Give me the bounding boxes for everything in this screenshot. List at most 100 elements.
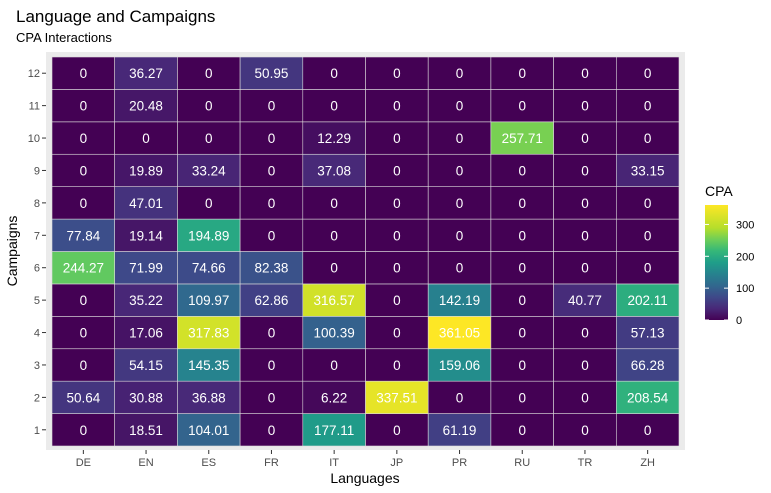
cell-value-label: 6.22 [321, 390, 347, 405]
cell-value-label: 0 [456, 66, 464, 81]
heatmap-cell [427, 89, 492, 123]
heatmap-cell [365, 251, 429, 285]
cell-value-label: 0 [330, 99, 338, 114]
heatmap-cell [177, 121, 241, 155]
heatmap-cell [490, 89, 554, 123]
heatmap-cell [365, 153, 429, 187]
x-axis: DE EN ES FR IT JP PR RU TR ZH [76, 450, 655, 469]
cell-value-label: 0 [205, 66, 213, 81]
heatmap-cell [553, 380, 617, 414]
heatmap-cell [177, 413, 241, 447]
cell-value-label: 337.51 [376, 390, 417, 405]
cell-value-label: 0 [268, 358, 276, 373]
cell-value-label: 18.51 [129, 423, 163, 438]
heatmap-cell [239, 56, 304, 90]
cell-value-label: 0 [456, 261, 464, 276]
heatmap-cell [51, 380, 116, 414]
y-tick-label: 3 [34, 360, 40, 372]
heatmap-cell [615, 251, 680, 285]
cell-value-label: 0 [581, 66, 589, 81]
heatmap-cell [114, 283, 178, 317]
cell-value-label: 0 [393, 66, 401, 81]
heatmap-cell [302, 251, 366, 285]
legend-colorbar [705, 205, 728, 320]
cell-value-label: 0 [330, 228, 338, 243]
heatmap-cell [177, 89, 241, 123]
cell-value-label: 0 [330, 196, 338, 211]
x-tick-label: ES [201, 457, 216, 469]
cell-value-label: 19.14 [129, 228, 163, 243]
cell-value-label: 0 [80, 423, 88, 438]
heatmap-cell [365, 56, 429, 90]
heatmap-cell [51, 89, 116, 123]
heatmap-cell [302, 56, 366, 90]
cell-value-label: 0 [581, 358, 589, 373]
heatmap-cell [177, 218, 241, 252]
cell-value-label: 0 [518, 66, 526, 81]
heatmap-cell [427, 316, 492, 350]
cell-value-label: 0 [644, 196, 652, 211]
cell-value-label: 0 [268, 326, 276, 341]
heatmap-cell [365, 186, 429, 220]
cell-value-label: 0 [518, 228, 526, 243]
heatmap-cell [553, 218, 617, 252]
cell-value-label: 0 [393, 293, 401, 308]
cell-value-label: 104.01 [188, 423, 229, 438]
heatmap-cell [177, 316, 241, 350]
cell-value-label: 0 [644, 99, 652, 114]
legend-tick-label: 200 [736, 251, 754, 263]
x-tick-label: PR [452, 457, 467, 469]
cell-value-label: 57.13 [631, 326, 665, 341]
cell-value-label: 0 [644, 131, 652, 146]
cell-value-label: 257.71 [502, 131, 543, 146]
cell-value-label: 0 [80, 196, 88, 211]
cell-value-label: 177.11 [314, 423, 354, 438]
heatmap-cell [239, 283, 304, 317]
cell-value-label: 0 [268, 131, 276, 146]
y-tick-label: 11 [29, 101, 40, 113]
cell-value-label: 0 [518, 99, 526, 114]
cell-value-label: 0 [456, 163, 464, 178]
cell-value-label: 0 [393, 228, 401, 243]
x-axis-title: Languages [330, 470, 399, 486]
y-tick-label: 6 [34, 263, 40, 275]
cell-value-label: 0 [581, 261, 589, 276]
heatmap-cell [51, 121, 116, 155]
y-tick-label: 7 [34, 230, 40, 242]
cell-value-label: 0 [581, 390, 589, 405]
y-tick-label: 5 [34, 295, 40, 307]
y-tick-label: 2 [34, 392, 40, 404]
cell-value-label: 0 [393, 131, 401, 146]
heatmap-cell [365, 121, 429, 155]
chart-title: Language and Campaigns [16, 7, 215, 26]
cell-value-label: 0 [80, 358, 88, 373]
x-tick-label: DE [76, 457, 91, 469]
heatmap-cell [365, 348, 429, 382]
heatmap-cell [427, 413, 492, 447]
y-tick-label: 12 [28, 68, 40, 80]
y-axis-title: Campaigns [4, 216, 20, 287]
cell-value-label: 0 [268, 196, 276, 211]
cell-value-label: 0 [393, 423, 401, 438]
cell-value-label: 0 [393, 358, 401, 373]
heatmap-cell [615, 316, 680, 350]
cell-value-label: 0 [581, 131, 589, 146]
cell-value-label: 66.28 [631, 358, 665, 373]
cell-value-label: 0 [581, 423, 589, 438]
cell-value-label: 0 [518, 261, 526, 276]
cell-value-label: 0 [330, 261, 338, 276]
y-tick-label: 4 [34, 328, 40, 340]
cell-value-label: 317.83 [188, 326, 229, 341]
heatmap-cell [427, 380, 492, 414]
cell-value-label: 82.38 [255, 261, 289, 276]
cell-value-label: 12.29 [317, 131, 351, 146]
x-tick-label: ZH [640, 457, 655, 469]
cell-value-label: 0 [80, 326, 88, 341]
color-legend: CPA 0 100 200 300 [705, 183, 754, 327]
heatmap-cell [490, 380, 554, 414]
cell-value-label: 0 [456, 390, 464, 405]
cell-value-label: 0 [80, 66, 88, 81]
cell-value-label: 0 [581, 326, 589, 341]
heatmap-cell [302, 413, 366, 447]
cell-value-label: 0 [205, 196, 213, 211]
